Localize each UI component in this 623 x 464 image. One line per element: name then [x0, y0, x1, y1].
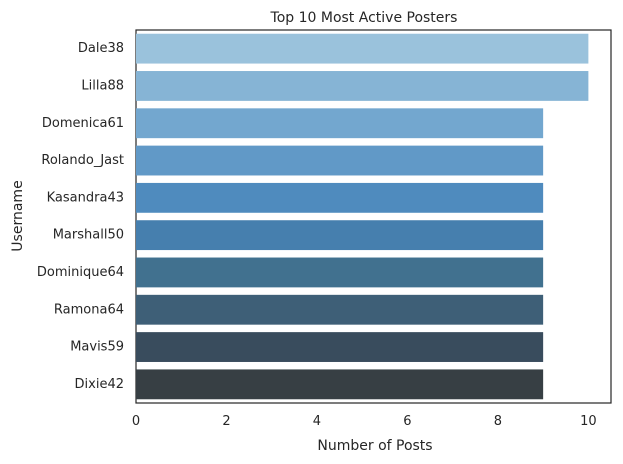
bar-lilla88 [136, 71, 589, 101]
y-tick-label: Dixie42 [75, 377, 124, 392]
bar-dominique64 [136, 257, 544, 288]
bar-kasandra43 [136, 182, 544, 213]
y-tick-label: Domenica61 [42, 116, 124, 131]
x-tick-labels: 0 2 4 6 8 10 [132, 414, 597, 429]
x-tick-label: 4 [313, 414, 321, 429]
bar-dixie42 [136, 369, 544, 400]
x-tick-label: 8 [494, 414, 502, 429]
bar-marshall50 [136, 220, 544, 251]
x-axis-label: Number of Posts [317, 438, 432, 454]
y-tick-labels: Dale38 Lilla88 Domenica61 Rolando_Jast Kasan… [37, 41, 124, 392]
bar-mavis59 [136, 332, 544, 362]
bars-group [136, 33, 589, 400]
y-tick-label: Dominique64 [37, 265, 124, 280]
y-tick-label: Ramona64 [54, 302, 124, 317]
bar-domenica61 [136, 108, 544, 139]
x-tick-label: 10 [580, 414, 597, 429]
bar-rolando-jast [136, 145, 544, 176]
x-tick-label: 2 [222, 414, 230, 429]
y-tick-label: Mavis59 [70, 340, 124, 355]
y-tick-label: Marshall50 [53, 228, 124, 243]
plot-area-frame [135, 29, 612, 404]
y-tick-label: Kasandra43 [47, 190, 124, 205]
y-axis-label: Username [10, 180, 26, 251]
x-tick-label: 6 [403, 414, 411, 429]
x-tick-label: 0 [132, 414, 140, 429]
chart-title: Top 10 Most Active Posters [270, 10, 458, 26]
bar-ramona64 [136, 294, 544, 325]
y-tick-label: Dale38 [78, 41, 124, 56]
y-tick-label: Rolando_Jast [41, 153, 124, 168]
y-tick-label: Lilla88 [81, 78, 124, 93]
bar-dale38 [136, 33, 589, 64]
